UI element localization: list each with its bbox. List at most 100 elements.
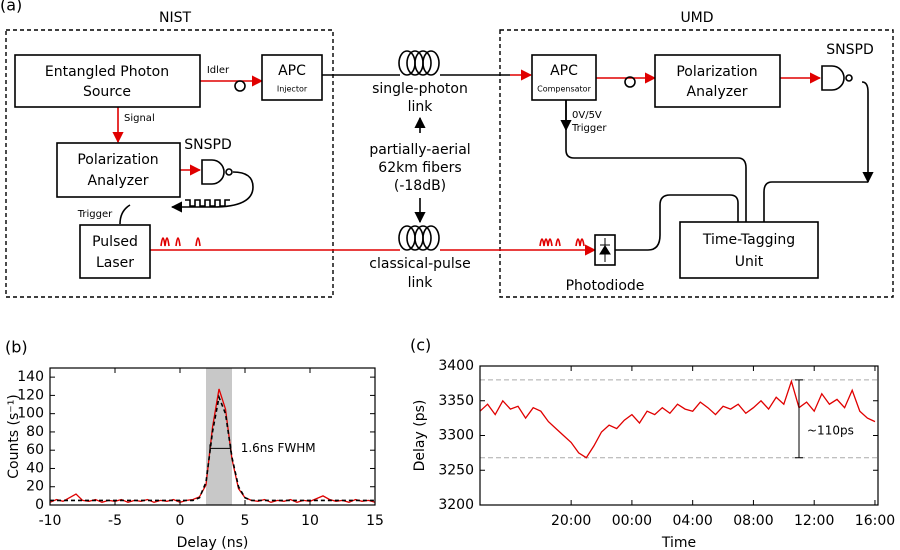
x-tick-label: 04:00 — [672, 513, 712, 529]
node-label: Analyzer — [88, 173, 149, 189]
shade — [206, 368, 232, 505]
y-axis-label: Counts (s⁻¹) — [6, 394, 22, 479]
analyzer-box — [56, 142, 181, 198]
pulses — [539, 238, 585, 247]
pulses — [160, 237, 201, 247]
injector-box — [261, 54, 323, 101]
group-label: UMD — [680, 10, 713, 26]
tagger-box — [679, 221, 819, 279]
group-label: NIST — [159, 10, 191, 26]
photodiode-icon — [599, 238, 611, 262]
snspd-icon — [225, 168, 233, 176]
x-tick-label: 12:00 — [794, 513, 834, 529]
node-label: Pulsed — [92, 234, 138, 250]
plot-frame — [49, 367, 376, 506]
node-label: SNSPD — [826, 42, 873, 58]
x-tick-label: 10 — [301, 513, 319, 529]
panel-label: (a) — [0, 0, 22, 15]
panel-a: (a) NIST UMD Entangled Photon Source APC… — [0, 0, 894, 298]
compensator-box — [531, 54, 597, 101]
fiber-loop — [234, 80, 246, 92]
node-label: Unit — [735, 254, 764, 270]
link-label: 62km fibers — [378, 160, 461, 176]
node-label: Source — [83, 84, 131, 100]
small-label: Signal — [124, 113, 155, 124]
node-label: APC — [550, 63, 578, 79]
detector-line — [763, 181, 868, 222]
link-label: link — [408, 99, 434, 115]
y-tick-label: 100 — [17, 406, 44, 422]
link-label: link — [408, 275, 434, 291]
laser-box — [79, 224, 151, 279]
y-axis-label: Delay (ps) — [412, 400, 428, 472]
node-label: SNSPD — [184, 137, 231, 153]
snspd-icon — [821, 65, 845, 91]
fiber-loop — [624, 76, 636, 88]
y-tick-label: 20 — [26, 479, 44, 495]
detector-pulses — [185, 199, 230, 207]
y-tick-label: 3300 — [438, 428, 474, 444]
link-label: classical-pulse — [369, 256, 470, 272]
series-line — [50, 394, 375, 502]
x-tick-label: 20:00 — [551, 513, 591, 529]
series-line — [49, 388, 376, 503]
x-axis-label: Time — [661, 535, 696, 550]
x-tick-label: 5 — [241, 513, 250, 529]
trigger-line — [119, 204, 131, 225]
y-tick-label: 80 — [26, 424, 44, 440]
fiber-coil — [398, 50, 440, 76]
y-tick-label: 3200 — [438, 497, 474, 513]
fiber-coil — [398, 225, 440, 251]
y-tick-label: 3350 — [438, 393, 474, 409]
panel-label: (b) — [5, 338, 28, 357]
node-label: Polarization — [77, 152, 158, 168]
y-tick-label: 3400 — [438, 358, 474, 374]
node-sublabel: Injector — [277, 85, 308, 94]
y-tick-label: 0 — [35, 497, 44, 513]
photodiode-line — [615, 194, 739, 251]
series-line — [479, 379, 876, 459]
small-label: Trigger — [571, 123, 607, 134]
analyzer-box — [654, 54, 781, 108]
detector-line — [861, 81, 874, 184]
y-tick-label: 3250 — [438, 462, 474, 478]
fwhm-marker — [209, 444, 232, 453]
x-axis-label: Delay (ns) — [177, 535, 249, 550]
nist-box — [5, 29, 334, 298]
x-tick-label: 0 — [176, 513, 185, 529]
node-label: Analyzer — [687, 84, 748, 100]
x-tick-label: 08:00 — [733, 513, 773, 529]
y-tick-label: 140 — [17, 369, 44, 385]
source-box — [14, 54, 201, 108]
small-label: Idler — [207, 65, 230, 76]
node-label: Photodiode — [566, 278, 645, 294]
range-marker — [795, 379, 804, 459]
node-label: APC — [278, 63, 306, 79]
node-label: Time-Tagging — [702, 232, 795, 248]
y-tick-label: 120 — [17, 387, 44, 403]
link-label: single-photon — [372, 81, 468, 97]
snspd-icon — [201, 159, 225, 185]
detector-line — [170, 171, 254, 213]
x-tick-label: 15 — [366, 513, 384, 529]
node-label: Polarization — [676, 64, 757, 80]
small-label: 0V/5V — [572, 110, 602, 121]
small-label: Trigger — [77, 209, 113, 220]
umd-box — [499, 29, 894, 298]
link-label: partially-aerial — [369, 142, 470, 158]
y-tick-label: 60 — [26, 442, 44, 458]
x-tick-label: -10 — [39, 513, 62, 529]
trigger-line — [565, 100, 747, 222]
link-label: (-18dB) — [394, 178, 446, 194]
x-tick-label: -5 — [108, 513, 122, 529]
panel-label: (c) — [410, 336, 431, 355]
node-label: Laser — [96, 255, 134, 271]
x-tick-label: 16:00 — [855, 513, 895, 529]
annotation: 1.6ns FWHM — [241, 441, 316, 455]
x-tick-label: 00:00 — [612, 513, 652, 529]
y-tick-label: 40 — [26, 460, 44, 476]
node-label: Entangled Photon — [45, 64, 169, 80]
snspd-icon — [845, 74, 853, 82]
annotation: ~110ps — [807, 423, 854, 437]
